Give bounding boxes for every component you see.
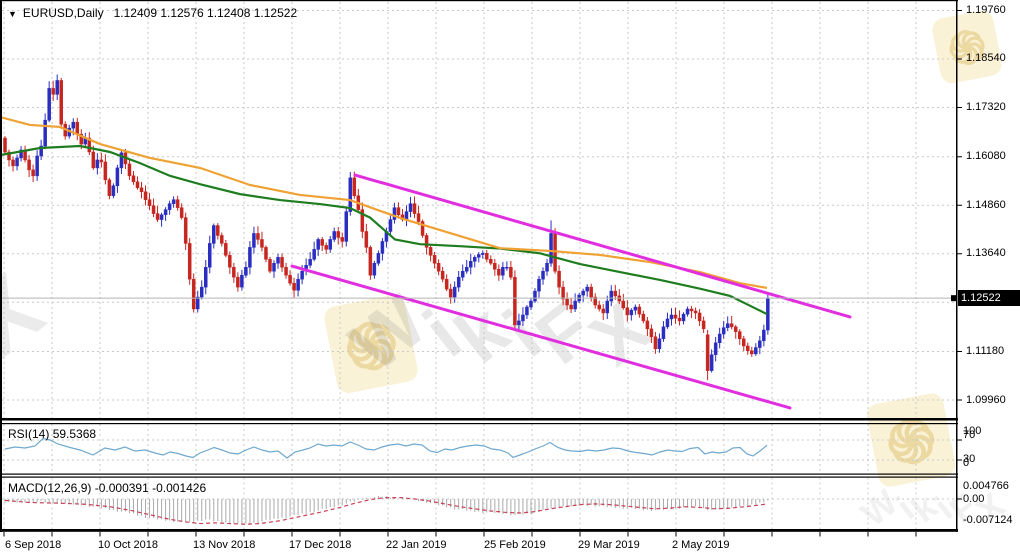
macd-value: -0.000391 [94, 481, 149, 495]
candles-series [3, 74, 770, 381]
current-price-badge: 1.12522 [958, 290, 1020, 306]
macd-signal-value: -0.001426 [152, 481, 207, 495]
symbol-dropdown-icon: ▼ [8, 9, 17, 19]
ma-slow-orange-line [0, 115, 768, 290]
ohlc-values: 1.12409 1.12576 1.12408 1.12522 [113, 6, 298, 20]
rsi-value: 59.5368 [52, 427, 97, 441]
current-price-pointer [951, 295, 957, 302]
symbol-label: EURUSD,Daily [22, 6, 104, 20]
rsi-indicator-label: RSI(14) 59.5368 [8, 427, 97, 441]
ma-fast-green-line [0, 144, 768, 316]
pane-borders [0, 0, 958, 532]
grid-lines [2, 2, 956, 529]
lower-channel-line[interactable] [290, 264, 792, 410]
chart-header: ▼ EURUSD,Daily 1.12409 1.12576 1.12408 1.1… [8, 6, 297, 20]
macd-histogram [4, 495, 769, 525]
macd-indicator-label: MACD(12,26,9) -0.000391 -0.001426 [8, 481, 207, 495]
upper-channel-line[interactable] [353, 173, 852, 319]
macd-signal-line [4, 496, 768, 525]
rsi-line [4, 437, 768, 459]
axis-ticks [3, 10, 962, 537]
